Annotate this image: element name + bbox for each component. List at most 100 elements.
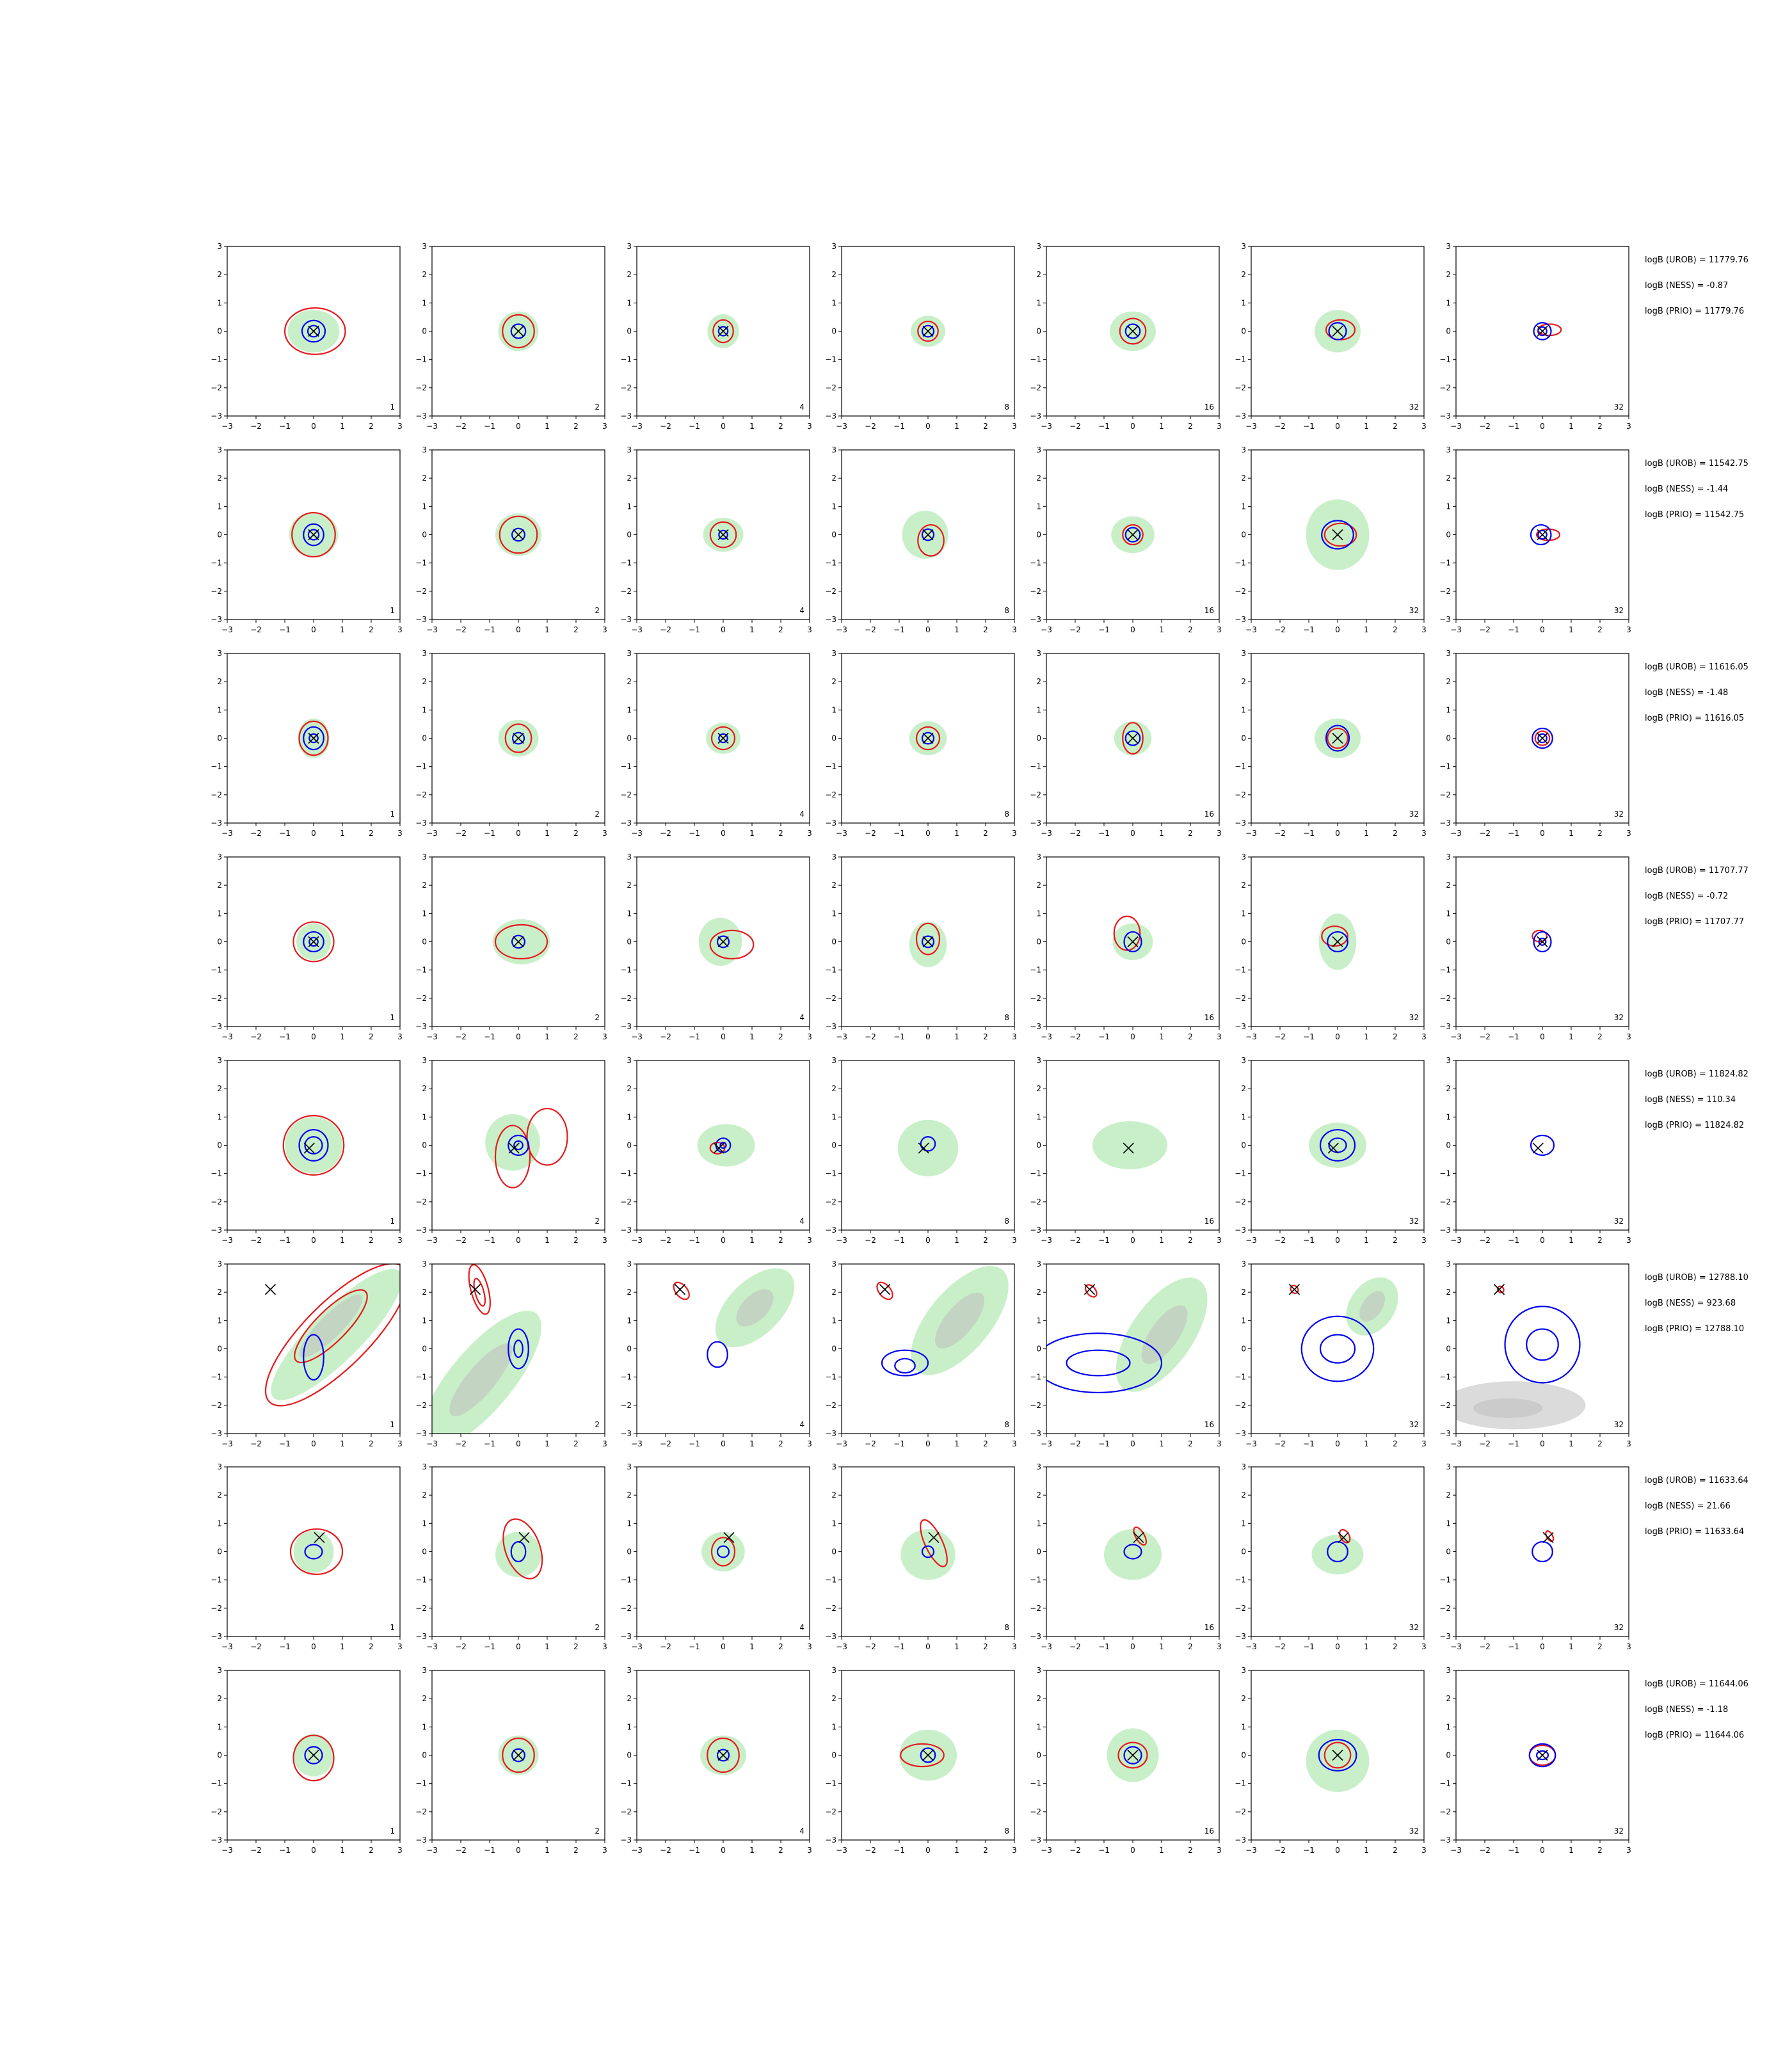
x-tick-label: −1 xyxy=(279,1439,291,1448)
x-tick-label: 0 xyxy=(1130,1032,1135,1041)
x-tick-label: 2 xyxy=(983,1032,988,1041)
x-tick-label: 0 xyxy=(1130,625,1135,634)
x-tick-label: −1 xyxy=(893,1642,905,1651)
truth-marker xyxy=(518,1532,530,1543)
panel-r7-c1: −3−3 −2 −2 −1 −1 0 0 1 1 2 2 3 3 1 xyxy=(211,1462,403,1651)
y-tick-label: 3 xyxy=(831,1056,836,1065)
x-tick-label: −2 xyxy=(1274,1439,1286,1448)
y-tick-label: −2 xyxy=(1030,1807,1041,1816)
y-tick-label: 2 xyxy=(217,881,222,890)
y-tick-label: 0 xyxy=(1446,938,1451,947)
x-tick-label: −2 xyxy=(250,1439,262,1448)
y-tick-label: 0 xyxy=(1241,1345,1246,1354)
y-tick-label: 0 xyxy=(217,1345,222,1354)
x-tick-label: −2 xyxy=(1479,422,1491,431)
y-tick-label: −2 xyxy=(415,1197,427,1206)
x-tick-label: 1 xyxy=(340,1846,345,1855)
logb-annotation: logB (UROB) = 12788.10 xyxy=(1645,1273,1748,1283)
x-tick-label: 0 xyxy=(1335,1439,1340,1448)
x-tick-label: 3 xyxy=(1012,1439,1017,1448)
y-tick-label: 1 xyxy=(627,298,632,307)
x-tick-label: −3 xyxy=(836,422,847,431)
x-tick-label: 2 xyxy=(573,625,579,634)
panel-r2-c3: −3−3 −2 −2 −1 −1 0 0 1 1 2 2 3 3 4 xyxy=(620,445,812,634)
y-tick-label: −2 xyxy=(415,1401,427,1410)
green-density-region xyxy=(1092,1121,1167,1170)
x-tick-label: 0 xyxy=(311,1439,316,1448)
y-tick-label: 3 xyxy=(1241,1462,1246,1471)
x-tick-label: 3 xyxy=(397,1846,403,1855)
plot-area xyxy=(1530,524,1561,546)
x-tick-label: −2 xyxy=(455,625,467,634)
x-tick-label: 0 xyxy=(1335,625,1340,634)
plot-area xyxy=(673,1268,795,1368)
x-tick-label: 3 xyxy=(1217,1439,1222,1448)
x-tick-label: −3 xyxy=(1041,829,1052,838)
y-tick-label: 3 xyxy=(1446,649,1451,658)
y-tick-label: 3 xyxy=(1036,649,1041,658)
y-tick-label: −1 xyxy=(211,762,222,771)
y-tick-label: 0 xyxy=(1036,938,1041,947)
y-tick-label: 1 xyxy=(1446,1722,1451,1731)
x-tick-label: 0 xyxy=(925,1032,931,1041)
x-tick-label: 3 xyxy=(1626,1236,1631,1245)
y-tick-label: 0 xyxy=(217,1141,222,1150)
plot-area xyxy=(485,1107,568,1188)
plot-area xyxy=(1104,1526,1162,1580)
y-tick-label: 1 xyxy=(217,909,222,918)
x-tick-label: −2 xyxy=(1479,1236,1491,1245)
x-tick-label: 0 xyxy=(1335,1846,1340,1855)
y-tick-label: 2 xyxy=(1036,1491,1041,1500)
x-tick-label: 1 xyxy=(1364,422,1369,431)
x-tick-label: −2 xyxy=(865,422,876,431)
x-tick-label: 2 xyxy=(778,829,783,838)
x-tick-label: 1 xyxy=(1159,829,1164,838)
plot-area xyxy=(1532,1530,1555,1563)
x-tick-label: 1 xyxy=(749,1439,755,1448)
logb-annotation: logB (UROB) = 11824.82 xyxy=(1645,1069,1748,1079)
red-contour xyxy=(468,1264,491,1315)
panel-r7-c6: −3−3 −2 −2 −1 −1 0 0 1 1 2 2 3 3 32 xyxy=(1235,1462,1427,1651)
truth-marker xyxy=(1332,732,1343,744)
plot-area xyxy=(498,719,539,757)
panel-r8-c2: −3 −3 −2 −2 −1 −1 0 0 1 1 2 2 3 3 2 xyxy=(415,1666,607,1855)
x-tick-label: 2 xyxy=(1393,1642,1398,1651)
panel-r4-c6: −3−3 −2 −2 −1 −1 0 0 1 1 2 2 3 3 32 xyxy=(1235,852,1427,1041)
logb-annotation: logB (NESS) = 923.68 xyxy=(1645,1299,1736,1308)
y-tick-label: 1 xyxy=(422,705,427,714)
y-tick-label: −1 xyxy=(211,966,222,975)
x-tick-label: −3 xyxy=(836,625,847,634)
x-tick-label: 3 xyxy=(1626,625,1631,634)
x-tick-label: −3 xyxy=(631,1032,643,1041)
panel-r1-c6: −3 −3 −2 −2 −1 −1 0 0 1 1 2 2 3 3 32 xyxy=(1235,242,1427,431)
red-contour xyxy=(298,720,329,756)
y-tick-label: −1 xyxy=(415,762,427,771)
panel-r2-c6: −3−3 −2 −2 −1 −1 0 0 1 1 2 2 3 3 32 xyxy=(1235,445,1427,634)
x-tick-label: 3 xyxy=(1217,1236,1222,1245)
panel-count-label: 1 xyxy=(390,1420,395,1429)
panel-count-label: 32 xyxy=(1614,1217,1624,1226)
y-tick-label: −2 xyxy=(211,1604,222,1613)
x-tick-label: 0 xyxy=(925,1236,931,1245)
x-tick-label: −2 xyxy=(250,1236,262,1245)
y-tick-label: 2 xyxy=(217,1694,222,1703)
y-tick-label: −1 xyxy=(620,966,632,975)
panel-r1-c1: −3 −3 −2 −2 −1 −1 0 0 1 1 2 2 3 3 1 xyxy=(211,242,403,431)
x-tick-label: 0 xyxy=(516,1439,521,1448)
x-tick-label: 3 xyxy=(807,422,812,431)
y-tick-label: 1 xyxy=(217,705,222,714)
logb-annotation: logB (PRIO) = 11779.76 xyxy=(1645,307,1744,316)
y-tick-label: −2 xyxy=(825,790,836,799)
y-tick-label: 0 xyxy=(1241,1548,1246,1556)
panel-background xyxy=(1251,1264,1424,1434)
x-tick-label: −2 xyxy=(660,1846,671,1855)
y-tick-label: −3 xyxy=(1030,1429,1041,1438)
truth-marker xyxy=(508,1142,520,1154)
x-tick-label: 2 xyxy=(983,1642,988,1651)
logb-annotation: logB (PRIO) = 11644.06 xyxy=(1645,1731,1744,1740)
y-tick-label: −1 xyxy=(1439,1373,1451,1382)
x-tick-label: 1 xyxy=(954,829,959,838)
y-tick-label: −1 xyxy=(1030,1169,1041,1178)
x-tick-label: 1 xyxy=(749,625,755,634)
y-tick-label: 2 xyxy=(217,1084,222,1093)
